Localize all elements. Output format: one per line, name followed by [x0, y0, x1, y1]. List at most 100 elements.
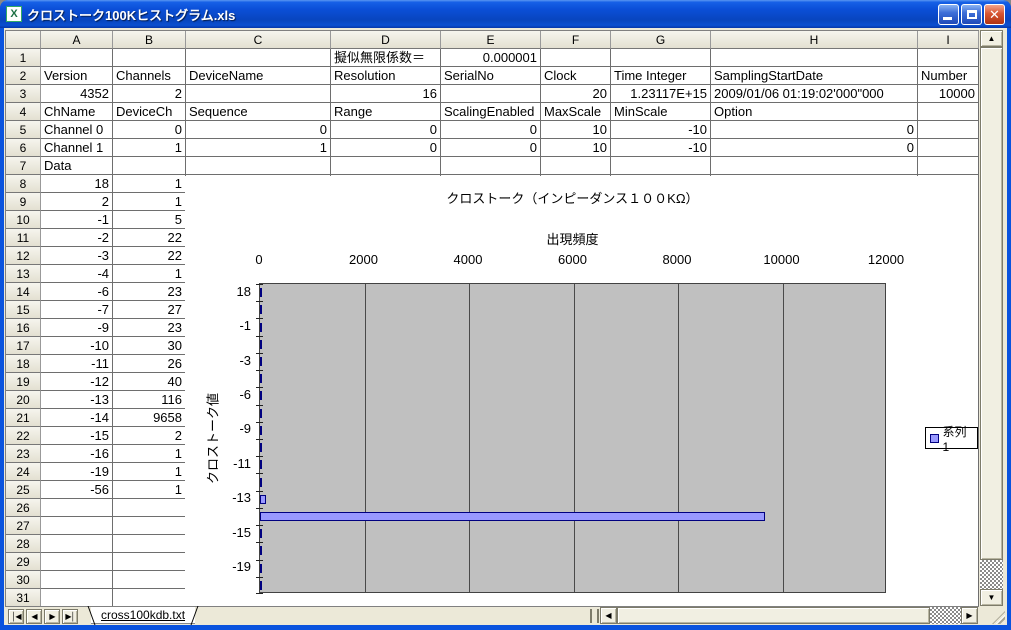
cell-A28[interactable] — [41, 535, 113, 553]
bar[interactable] — [260, 409, 262, 418]
bar[interactable] — [260, 546, 262, 555]
cell-A18[interactable]: -11 — [41, 355, 113, 373]
cell-I4[interactable] — [918, 103, 979, 121]
bar[interactable] — [260, 305, 262, 314]
row-header-30[interactable]: 30 — [6, 571, 41, 589]
column-header-D[interactable]: D — [331, 31, 441, 49]
row-header-9[interactable]: 9 — [6, 193, 41, 211]
column-header-A[interactable]: A — [41, 31, 113, 49]
cell-B2[interactable]: Channels — [113, 67, 186, 85]
column-header-B[interactable]: B — [113, 31, 186, 49]
cell-F4[interactable]: MaxScale — [541, 103, 611, 121]
cell-E2[interactable]: SerialNo — [441, 67, 541, 85]
cell-A25[interactable]: -56 — [41, 481, 113, 499]
next-sheet-button[interactable]: ▶ — [44, 609, 60, 624]
minimize-button[interactable] — [938, 3, 959, 25]
row-header-26[interactable]: 26 — [6, 499, 41, 517]
column-header-H[interactable]: H — [711, 31, 918, 49]
title-bar[interactable]: X クロストーク100Kヒストグラム.xls ✕ — [0, 0, 1011, 28]
bar[interactable] — [260, 564, 262, 573]
cell-A22[interactable]: -15 — [41, 427, 113, 445]
cell-F6[interactable]: 10 — [541, 139, 611, 157]
cell-B13[interactable]: 1 — [113, 265, 186, 283]
horizontal-scroll-thumb[interactable] — [617, 607, 930, 624]
cell-G6[interactable]: -10 — [611, 139, 711, 157]
row-header-24[interactable]: 24 — [6, 463, 41, 481]
cell-A17[interactable]: -10 — [41, 337, 113, 355]
cell-A16[interactable]: -9 — [41, 319, 113, 337]
cell-D5[interactable]: 0 — [331, 121, 441, 139]
cell-D6[interactable]: 0 — [331, 139, 441, 157]
cell-A14[interactable]: -6 — [41, 283, 113, 301]
column-header-I[interactable]: I — [918, 31, 979, 49]
cell-B23[interactable]: 1 — [113, 445, 186, 463]
scroll-right-icon[interactable]: ▶ — [961, 607, 978, 624]
cell-B20[interactable]: 116 — [113, 391, 186, 409]
row-header-12[interactable]: 12 — [6, 247, 41, 265]
cell-D7[interactable] — [331, 157, 441, 175]
cell-B26[interactable] — [113, 499, 186, 517]
cell-B3[interactable]: 2 — [113, 85, 186, 103]
cell-A31[interactable] — [41, 589, 113, 607]
cell-B17[interactable]: 30 — [113, 337, 186, 355]
cell-B8[interactable]: 1 — [113, 175, 186, 193]
last-sheet-button[interactable]: ▶│ — [62, 609, 78, 624]
cell-I1[interactable] — [918, 49, 979, 67]
cell-B12[interactable]: 22 — [113, 247, 186, 265]
row-header-13[interactable]: 13 — [6, 265, 41, 283]
cell-E4[interactable]: ScalingEnabled — [441, 103, 541, 121]
row-header-19[interactable]: 19 — [6, 373, 41, 391]
prev-sheet-button[interactable]: ◀ — [26, 609, 42, 624]
cell-H5[interactable]: 0 — [711, 121, 918, 139]
close-button[interactable]: ✕ — [984, 3, 1005, 25]
row-header-7[interactable]: 7 — [6, 157, 41, 175]
bar[interactable] — [260, 512, 765, 521]
bar[interactable] — [260, 529, 262, 538]
cell-G5[interactable]: -10 — [611, 121, 711, 139]
cell-C6[interactable]: 1 — [186, 139, 331, 157]
row-header-23[interactable]: 23 — [6, 445, 41, 463]
cell-A3[interactable]: 4352 — [41, 85, 113, 103]
row-header-25[interactable]: 25 — [6, 481, 41, 499]
cell-E6[interactable]: 0 — [441, 139, 541, 157]
cell-B1[interactable] — [113, 49, 186, 67]
cell-C3[interactable] — [186, 85, 331, 103]
maximize-button[interactable] — [961, 3, 982, 25]
select-all-corner[interactable] — [6, 31, 41, 49]
cell-H7[interactable] — [711, 157, 918, 175]
cell-H1[interactable] — [711, 49, 918, 67]
row-header-8[interactable]: 8 — [6, 175, 41, 193]
cell-A26[interactable] — [41, 499, 113, 517]
horizontal-scrollbar[interactable]: ◀ ▶ — [600, 607, 978, 624]
cell-H2[interactable]: SamplingStartDate — [711, 67, 918, 85]
cell-G4[interactable]: MinScale — [611, 103, 711, 121]
cell-A27[interactable] — [41, 517, 113, 535]
cell-E1[interactable]: 0.000001 — [441, 49, 541, 67]
cell-G3[interactable]: 1.23117E+15 — [611, 85, 711, 103]
cell-D3[interactable]: 16 — [331, 85, 441, 103]
bar[interactable] — [260, 374, 262, 383]
cell-A4[interactable]: ChName — [41, 103, 113, 121]
row-header-17[interactable]: 17 — [6, 337, 41, 355]
column-header-F[interactable]: F — [541, 31, 611, 49]
first-sheet-button[interactable]: │◀ — [8, 609, 24, 624]
bar[interactable] — [260, 357, 262, 366]
row-header-6[interactable]: 6 — [6, 139, 41, 157]
row-header-3[interactable]: 3 — [6, 85, 41, 103]
cell-B18[interactable]: 26 — [113, 355, 186, 373]
row-header-28[interactable]: 28 — [6, 535, 41, 553]
cell-I2[interactable]: Number — [918, 67, 979, 85]
cell-C4[interactable]: Sequence — [186, 103, 331, 121]
cell-B29[interactable] — [113, 553, 186, 571]
cell-B21[interactable]: 9658 — [113, 409, 186, 427]
row-header-2[interactable]: 2 — [6, 67, 41, 85]
cell-D4[interactable]: Range — [331, 103, 441, 121]
cell-G1[interactable] — [611, 49, 711, 67]
cell-F5[interactable]: 10 — [541, 121, 611, 139]
cell-C7[interactable] — [186, 157, 331, 175]
cell-A29[interactable] — [41, 553, 113, 571]
row-header-27[interactable]: 27 — [6, 517, 41, 535]
cell-B19[interactable]: 40 — [113, 373, 186, 391]
cell-B31[interactable] — [113, 589, 186, 607]
